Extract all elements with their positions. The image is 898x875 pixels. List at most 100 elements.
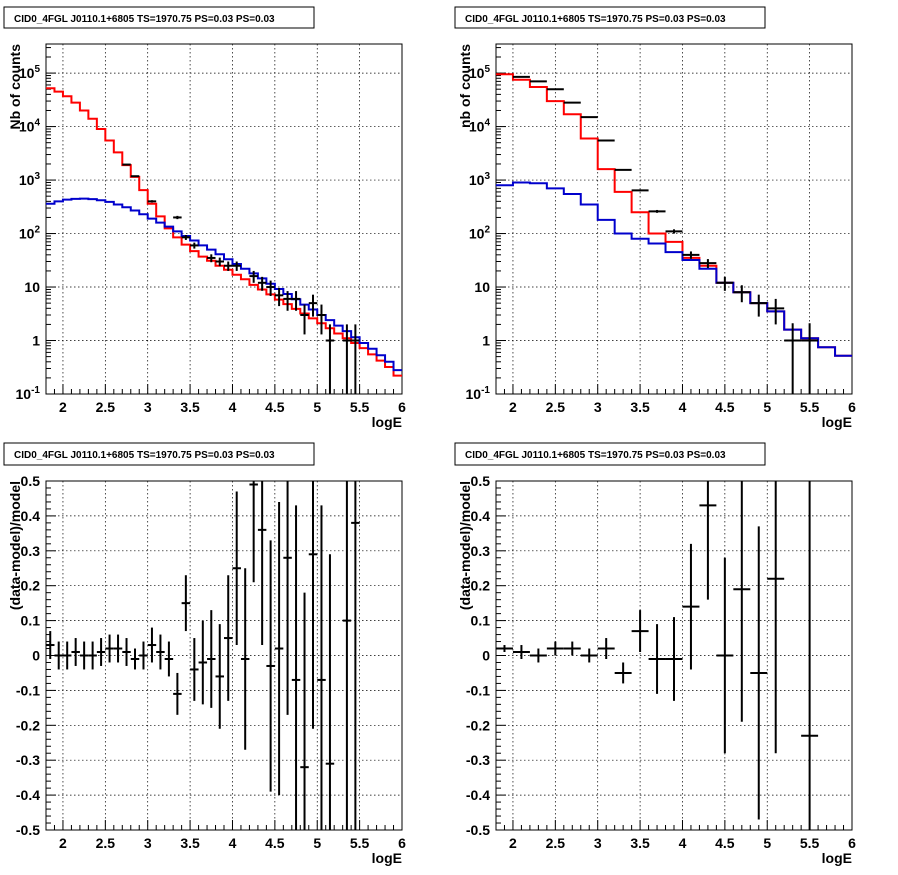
- data-point: [71, 638, 80, 666]
- data-point: [342, 324, 352, 394]
- data-point: [529, 648, 547, 663]
- data-point: [257, 276, 267, 291]
- data-point: [699, 259, 717, 268]
- data-point: [682, 251, 700, 259]
- x-tick-label: 6: [848, 835, 856, 851]
- data-point: [198, 620, 208, 705]
- data-point: [79, 641, 89, 670]
- x-tick-label: 3.5: [180, 835, 200, 851]
- x-axis-title: logE: [372, 414, 402, 430]
- data-point: [716, 557, 734, 754]
- y-tick-label: 0: [482, 648, 490, 664]
- data-point: [181, 234, 191, 240]
- x-tick-label: 4: [679, 835, 687, 851]
- data-point: [597, 139, 615, 142]
- plot-frame: [495, 43, 853, 395]
- x-tick-label: 4.5: [715, 835, 735, 851]
- data-point: [130, 175, 140, 178]
- x-tick-label: 5.5: [350, 399, 370, 415]
- data-point: [342, 481, 352, 830]
- data-point: [96, 638, 106, 666]
- x-tick-label: 5.5: [350, 835, 370, 851]
- x-tick-label: 5: [313, 399, 321, 415]
- panel-bottom-right: 2 2.5 3 3.5 4 4.5 5 5.5 6 -0.5 -0.4 -0.3 -0.2 -0.1 0 0.…: [454, 442, 856, 866]
- data-point: [563, 641, 581, 656]
- component-model-line: [46, 197, 402, 372]
- x-tick-label: 2.5: [96, 835, 116, 851]
- data-point: [648, 624, 666, 694]
- x-tick-label: 4: [679, 399, 687, 415]
- y-tick-label: 102: [19, 225, 41, 242]
- x-tick-label: 3.5: [630, 835, 650, 851]
- data-point: [156, 634, 165, 670]
- data-point: [665, 617, 683, 701]
- total-model-line: [46, 87, 402, 377]
- y-tick-label: -0.2: [466, 717, 490, 733]
- data-point: [215, 624, 224, 729]
- data-point: [173, 672, 182, 715]
- data-point: [716, 276, 734, 291]
- x-tick-label: 4.5: [265, 399, 285, 415]
- y-tick-label: 0.3: [21, 543, 41, 559]
- plot-frame: [45, 43, 403, 395]
- data-point: [207, 610, 216, 708]
- y-tick-label: 0.5: [21, 473, 41, 489]
- x-tick-label: 3.5: [180, 399, 200, 415]
- x-tick-label: 4.5: [265, 835, 285, 851]
- data-point: [46, 631, 55, 659]
- x-tick-label: 4.5: [715, 399, 735, 415]
- title-box: [454, 6, 766, 29]
- y-tick-label: 103: [469, 171, 491, 188]
- y-tick-label: 104: [469, 118, 491, 135]
- data-point: [631, 189, 649, 192]
- data-layer: [496, 481, 819, 830]
- plot-frame: [45, 480, 403, 831]
- chart-title: CID0_4FGL J0110.1+6805 TS=1970.75 PS=0.0…: [14, 14, 275, 25]
- x-tick-label: 2.5: [96, 399, 116, 415]
- data-point: [308, 294, 318, 317]
- data-point: [496, 645, 513, 653]
- title-box: [454, 442, 766, 466]
- title-box: [3, 6, 315, 29]
- y-tick-label: -0.5: [16, 822, 40, 838]
- chart-title: CID0_4FGL J0110.1+6805 TS=1970.75 PS=0.0…: [14, 450, 275, 461]
- y-tick-label: -0.1: [466, 682, 490, 698]
- data-point: [801, 481, 819, 830]
- data-point: [614, 662, 632, 684]
- data-point: [54, 641, 63, 670]
- data-point: [308, 481, 318, 729]
- y-tick-label: -0.3: [466, 752, 490, 768]
- x-tick-label: 3: [144, 399, 152, 415]
- x-tick-label: 5: [313, 835, 321, 851]
- x-tick-label: 2.5: [546, 835, 566, 851]
- data-point: [512, 645, 530, 659]
- chart-title: CID0_4FGL J0110.1+6805 TS=1970.75 PS=0.0…: [465, 14, 726, 25]
- data-layer: [46, 481, 360, 830]
- data-point: [351, 481, 360, 830]
- x-tick-label: 2.5: [546, 399, 566, 415]
- x-tick-label: 2: [59, 399, 67, 415]
- x-axis-title: logE: [822, 850, 852, 866]
- y-tick-label: -0.4: [16, 787, 40, 803]
- data-point: [291, 505, 301, 830]
- y-tick-label: 103: [19, 171, 41, 188]
- y-tick-label: 102: [469, 225, 491, 242]
- chart-title: CID0_4FGL J0110.1+6805 TS=1970.75 PS=0.0…: [465, 450, 726, 461]
- y-tick-label: -0.1: [16, 682, 40, 698]
- data-point: [682, 543, 700, 670]
- data-point: [224, 575, 233, 701]
- x-tick-label: 2: [509, 399, 517, 415]
- x-tick-label: 2: [59, 835, 67, 851]
- x-tick-label: 3: [594, 835, 602, 851]
- data-point: [767, 481, 785, 754]
- y-tick-label: 0.2: [471, 578, 491, 594]
- y-tick-label: 10: [474, 279, 490, 295]
- data-point: [147, 627, 157, 663]
- data-point: [249, 270, 258, 283]
- data-point: [317, 505, 326, 830]
- y-axis-title: (data-model)/model: [457, 481, 473, 610]
- data-point: [105, 634, 114, 663]
- data-point: [665, 229, 683, 234]
- y-tick-label: 0.4: [21, 508, 41, 524]
- y-tick-label: 0.1: [21, 613, 41, 629]
